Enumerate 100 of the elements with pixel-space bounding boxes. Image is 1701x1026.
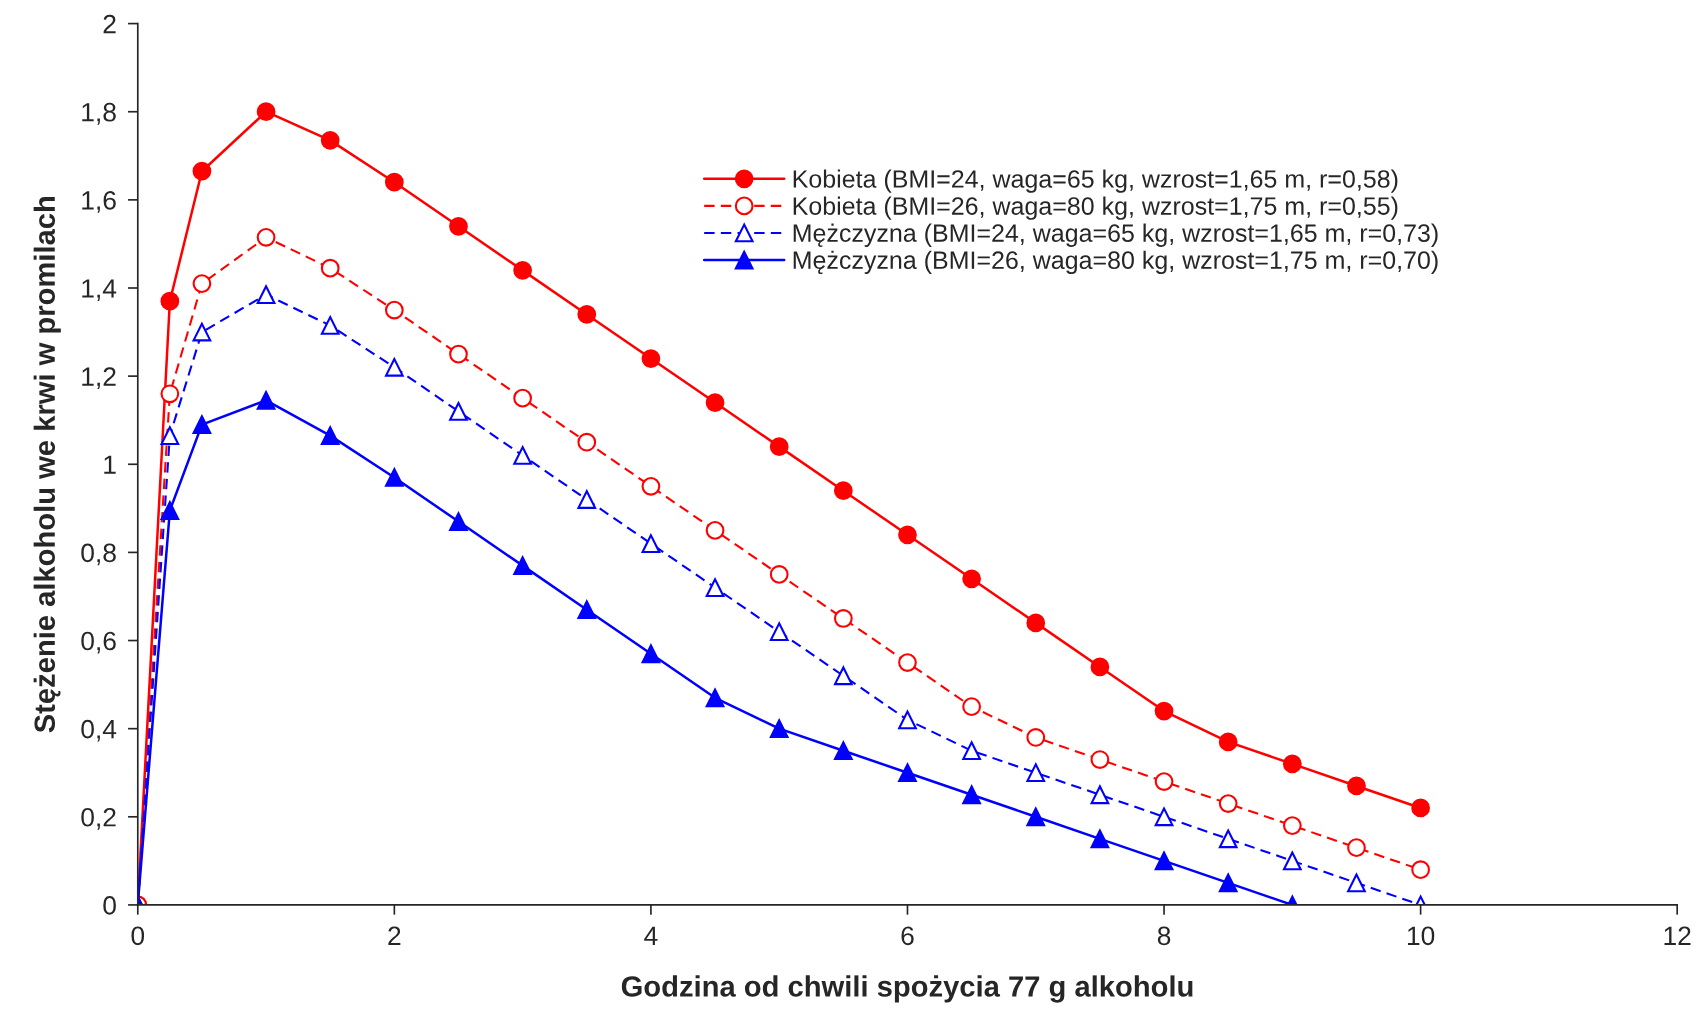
point	[898, 653, 917, 672]
point	[962, 697, 981, 717]
point	[962, 569, 981, 589]
y-tick-label: 0,4	[81, 719, 117, 742]
point	[449, 344, 468, 364]
point	[577, 432, 597, 452]
point	[320, 426, 340, 445]
x-tick-label: 6	[901, 926, 914, 946]
point	[769, 719, 789, 739]
point	[449, 512, 468, 531]
point	[160, 291, 180, 311]
point	[320, 258, 340, 278]
point	[513, 556, 533, 575]
point	[1411, 860, 1430, 880]
point	[384, 357, 404, 377]
point	[1026, 807, 1046, 827]
point	[384, 300, 404, 320]
point	[160, 426, 180, 445]
point	[1282, 816, 1302, 835]
point	[320, 316, 340, 335]
point	[320, 131, 340, 150]
y-tick-label: 0,2	[81, 807, 116, 830]
point	[769, 622, 789, 642]
point	[1090, 657, 1110, 677]
y-axis-title: Stężenie alkoholu we krwi w promilach	[33, 197, 61, 733]
point	[449, 402, 468, 421]
y-tick-label: 0,6	[81, 631, 116, 654]
x-tick-label: 10	[1407, 926, 1435, 946]
point	[769, 565, 789, 584]
point	[1154, 772, 1174, 791]
point	[1411, 798, 1430, 818]
point	[1218, 829, 1238, 849]
y-tick-label: 1,6	[82, 191, 116, 213]
point	[705, 520, 725, 540]
point	[192, 415, 212, 434]
point	[833, 609, 853, 628]
x-tick-label: 8	[1157, 926, 1171, 946]
point	[962, 741, 981, 761]
point	[1026, 613, 1046, 633]
point	[962, 785, 981, 805]
point	[1347, 873, 1366, 893]
point	[1090, 785, 1110, 805]
point	[705, 393, 725, 412]
point	[1154, 807, 1174, 827]
legend-label: Mężczyzna (BMI=24, waga=65 kg, wzrost=1,65 m, r=0,73)	[793, 223, 1438, 247]
point	[1154, 701, 1174, 721]
point	[1218, 873, 1238, 893]
point	[898, 710, 917, 730]
point	[1026, 763, 1046, 783]
point	[769, 437, 789, 457]
y-tick-label: 2	[103, 14, 116, 34]
x-tick-label: 4	[644, 926, 658, 945]
point	[1090, 829, 1110, 849]
point	[160, 384, 180, 404]
point	[256, 390, 276, 410]
y-tick-label: 1,4	[82, 279, 117, 301]
point	[192, 274, 212, 293]
point	[898, 763, 917, 783]
point	[577, 305, 597, 324]
point	[1090, 750, 1110, 769]
point	[1218, 794, 1238, 813]
x-tick-label: 0	[131, 926, 145, 946]
point	[449, 216, 468, 236]
point	[577, 600, 597, 620]
point	[384, 172, 404, 192]
point	[641, 476, 661, 496]
point	[833, 481, 853, 501]
legend-label: Mężczyzna (BMI=26, waga=80 kg, wzrost=1,75 m, r=0,70)	[793, 250, 1438, 274]
y-tick-label: 0,8	[81, 543, 116, 566]
point	[513, 388, 533, 408]
y-tick-label: 1,2	[82, 367, 116, 390]
point	[641, 349, 661, 368]
point	[641, 534, 661, 553]
x-tick-label: 2	[388, 926, 401, 945]
point	[384, 468, 404, 487]
x-axis-title: Godzina od chwili spożycia 77 g alkoholu	[621, 975, 1193, 1003]
point	[1026, 728, 1046, 747]
point	[1154, 851, 1174, 871]
y-tick-label: 1	[104, 455, 116, 474]
point	[160, 501, 180, 520]
point	[256, 102, 276, 122]
x-tick-label: 12	[1664, 926, 1691, 945]
legend-label: Kobieta (BMI=26, waga=80 kg, wzrost=1,75 m, r=0,55)	[793, 196, 1398, 220]
point	[513, 446, 533, 465]
legend-label: Kobieta (BMI=24, waga=65 kg, wzrost=1,65 m, r=0,58)	[793, 169, 1398, 193]
point	[256, 227, 276, 247]
point	[513, 261, 533, 280]
point	[192, 322, 212, 342]
point	[192, 161, 212, 181]
point	[833, 666, 853, 686]
point	[898, 525, 917, 545]
point	[1347, 838, 1366, 858]
point	[705, 578, 725, 598]
point	[1347, 776, 1366, 796]
y-tick-label: 1,8	[82, 102, 116, 125]
point	[705, 688, 725, 708]
point	[256, 285, 276, 304]
point	[577, 490, 597, 509]
point	[1282, 754, 1302, 774]
point	[1218, 732, 1238, 752]
